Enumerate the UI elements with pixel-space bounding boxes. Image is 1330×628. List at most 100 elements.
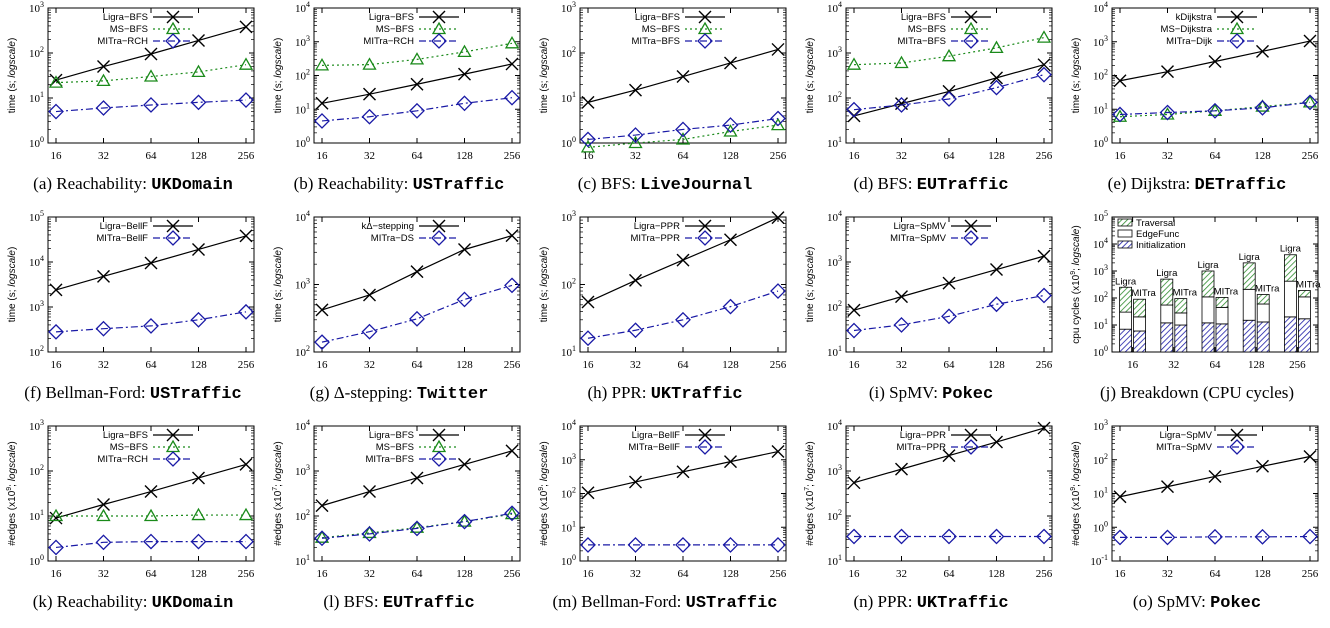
data-point [723, 124, 738, 137]
legend-entry: MS−BFS [642, 24, 680, 35]
x-tick-label: 16 [583, 359, 595, 371]
legend-marker [698, 219, 712, 233]
y-tick-label: 104 [827, 209, 842, 224]
x-tick-label: 32 [896, 150, 907, 162]
data-point [988, 296, 1005, 313]
data-point [409, 520, 425, 533]
data-point [361, 323, 378, 340]
y-tick-label: 101 [295, 553, 310, 568]
series-2 [580, 110, 786, 148]
legend-marker [698, 428, 712, 442]
bar-label: MITra [1214, 286, 1239, 297]
caption-l: (l) BFS: EUTraffic [266, 592, 532, 613]
legend-entry: MS−BFS [110, 24, 148, 35]
series-line [587, 124, 779, 148]
data-point [192, 471, 205, 485]
data-point [893, 316, 910, 333]
data-point [1256, 44, 1269, 58]
data-point [1161, 65, 1174, 79]
series-1 [314, 277, 520, 351]
data-point [457, 44, 472, 58]
data-point [627, 127, 644, 143]
series-1 [314, 35, 520, 71]
data-point [238, 533, 254, 550]
chart-svg-m: 100 101 102 103 104 16 32 64 128 256 #edges (x109;… [538, 418, 787, 580]
data-point [456, 95, 473, 112]
data-point [722, 117, 739, 134]
data-point [989, 40, 1004, 54]
legend-marker [1229, 439, 1245, 455]
data-point [722, 536, 739, 553]
x-tick-label: 128 [1254, 150, 1271, 162]
data-point [239, 20, 253, 34]
data-point [581, 95, 595, 109]
x-tick-label: 256 [1302, 150, 1319, 162]
data-point [629, 475, 642, 489]
x-tick-label: 16 [583, 568, 595, 580]
y-tick-label: 102 [29, 344, 44, 359]
legend-marker [963, 439, 979, 455]
y-tick-label: 101 [1093, 317, 1108, 332]
y-tick-label: 102 [827, 90, 842, 105]
legend-marker [432, 219, 446, 233]
y-tick-label: 101 [561, 344, 576, 359]
series-line [321, 512, 513, 539]
plot-frame [47, 7, 255, 144]
series-0 [581, 42, 785, 109]
series-2 [846, 66, 1052, 118]
legend-marker [431, 451, 447, 467]
legend-marker [697, 21, 713, 35]
data-point [144, 485, 158, 499]
chart-panel-k: 100 101 102 103 16 32 64 128 256 #edges (x109; lo… [0, 418, 266, 627]
data-point [314, 334, 330, 351]
chart-panel-l: 101 102 103 104 16 32 64 128 256 #edges (x107; lo… [266, 418, 532, 627]
x-tick-label: 64 [146, 359, 158, 371]
x-tick-label: 32 [98, 568, 109, 580]
data-point [314, 113, 330, 129]
y-tick-label: 100 [29, 135, 44, 150]
bar-label: MITra [1131, 288, 1156, 299]
legend-marker [166, 10, 180, 24]
legend-marker [697, 439, 713, 455]
data-point [1254, 528, 1271, 545]
chart-svg-h: 101 102 103 16 32 64 128 256 time (s; logscale) L… [539, 209, 787, 371]
data-point [456, 513, 473, 530]
plot-frame [579, 425, 787, 562]
legend-entry: MITra−BFS [898, 36, 946, 47]
data-point [314, 530, 330, 543]
y-tick-label: 101 [29, 508, 44, 523]
y-axis-label: time (s; logscale) [805, 38, 816, 114]
caption-d: (d) BFS: EUTraffic [798, 174, 1064, 195]
data-point [48, 323, 64, 340]
legend-marker [963, 230, 979, 246]
data-point [239, 457, 253, 471]
y-tick-label: 103 [827, 254, 842, 269]
legend-entry: MITra−DS [371, 233, 414, 244]
data-point [362, 525, 377, 539]
data-point [676, 253, 690, 267]
y-tick-label: 102 [827, 299, 842, 314]
plot-frame [313, 425, 521, 562]
data-point [675, 132, 691, 145]
legend-entry: MITra−PPR [630, 233, 680, 244]
x-tick-label: 256 [1036, 150, 1053, 162]
bar-label: MITra [1255, 283, 1280, 294]
data-point [893, 528, 910, 545]
y-tick-label: 104 [295, 418, 310, 433]
data-point [675, 536, 691, 553]
legend-marker [1230, 10, 1244, 24]
y-tick-label: 100 [561, 135, 576, 150]
caption-dataset: EUTraffic [916, 176, 1009, 195]
data-point [1036, 66, 1052, 83]
x-tick-label: 64 [678, 568, 690, 580]
data-point [362, 57, 377, 70]
x-tick-label: 128 [456, 568, 473, 580]
legend-marker [165, 21, 181, 35]
bar-label: MITra [1173, 288, 1198, 299]
legend-marker [431, 230, 447, 246]
bar-mitra-initialization [1133, 330, 1146, 353]
x-tick-label: 64 [1210, 359, 1222, 371]
data-point [627, 536, 644, 553]
data-point [504, 505, 520, 522]
